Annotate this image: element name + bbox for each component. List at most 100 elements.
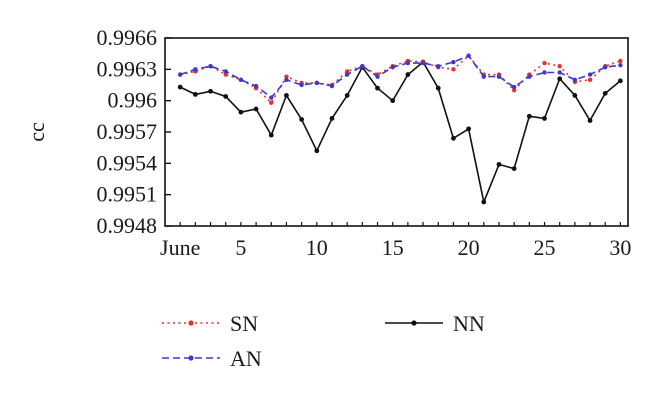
plot-frame <box>164 37 629 227</box>
data-point-nn <box>177 84 183 90</box>
data-point-sn <box>557 63 562 69</box>
data-point-nn <box>344 93 350 98</box>
data-point-nn <box>572 93 578 98</box>
data-point-sn <box>344 69 350 74</box>
legend-marker-an <box>188 355 194 361</box>
data-point-an <box>223 69 228 74</box>
y-tick-label: 0.9957 <box>97 119 158 144</box>
data-point-an <box>329 83 335 89</box>
legend-marker-nn <box>411 320 417 326</box>
data-point-nn <box>284 93 289 98</box>
y-tick-label: 0.9954 <box>97 150 158 175</box>
data-point-nn <box>481 199 487 205</box>
series-layer <box>177 53 623 205</box>
data-point-an <box>269 95 274 100</box>
data-point-an <box>405 60 411 66</box>
x-tick-label: June <box>160 235 200 260</box>
data-point-an <box>496 74 502 79</box>
data-point-nn <box>268 132 274 138</box>
data-point-an <box>527 74 532 79</box>
data-point-nn <box>587 118 593 123</box>
data-point-nn <box>299 117 305 122</box>
data-point-an <box>603 65 608 70</box>
x-tick-label: 25 <box>534 235 556 260</box>
legend-label-an: AN <box>230 346 262 371</box>
data-point-nn <box>405 72 411 77</box>
data-point-an <box>572 77 578 82</box>
series-line-an <box>179 54 621 99</box>
data-point-an <box>511 84 517 90</box>
y-axis-label: cc <box>24 122 49 142</box>
data-point-sn <box>269 100 274 105</box>
legend-label-nn: NN <box>453 311 485 336</box>
data-point-an <box>436 63 441 69</box>
data-point-sn <box>284 74 289 79</box>
data-point-an <box>587 72 593 77</box>
data-point-nn <box>451 135 456 141</box>
legend-label-sn: SN <box>230 311 258 336</box>
data-point-nn <box>435 85 441 91</box>
legend: SN AN NN <box>162 311 485 371</box>
series-line-nn <box>179 60 621 205</box>
data-point-nn <box>253 106 259 112</box>
data-point-nn <box>511 166 517 171</box>
data-point-sn <box>587 77 593 82</box>
data-point-an <box>360 63 365 69</box>
data-point-nn <box>238 109 244 115</box>
data-point-an <box>314 80 320 86</box>
series-sn <box>177 53 623 105</box>
data-point-an <box>420 60 426 66</box>
data-point-an <box>390 65 395 70</box>
data-point-an <box>299 82 304 88</box>
y-tick-label: 0.996 <box>108 88 158 113</box>
data-point-an <box>618 62 623 68</box>
data-point-nn <box>542 116 547 121</box>
data-point-sn <box>542 60 547 66</box>
data-point-nn <box>192 92 198 97</box>
data-point-an <box>253 83 259 89</box>
legend-item-nn: NN <box>385 311 485 336</box>
data-point-an <box>466 53 471 58</box>
data-point-an <box>208 63 213 69</box>
data-point-an <box>284 77 289 82</box>
data-point-an <box>451 59 456 65</box>
data-point-an <box>177 72 183 77</box>
x-axis-ticks: June 5 10 15 20 25 30 <box>160 222 631 260</box>
data-point-an <box>238 77 244 82</box>
y-tick-label: 0.9951 <box>97 182 158 207</box>
data-point-nn <box>526 113 532 119</box>
series-an <box>177 53 623 100</box>
data-point-nn <box>618 78 623 84</box>
legend-marker-sn <box>188 320 194 326</box>
y-tick-label: 0.9948 <box>97 213 158 238</box>
x-tick-label: 15 <box>382 235 404 260</box>
legend-item-an: AN <box>162 346 262 371</box>
data-point-an <box>557 70 562 75</box>
data-point-nn <box>496 161 502 167</box>
data-point-an <box>542 70 547 75</box>
y-tick-label: 0.9963 <box>97 56 158 81</box>
x-tick-label: 5 <box>235 235 246 260</box>
data-point-sn <box>511 88 517 93</box>
data-point-nn <box>375 85 380 91</box>
data-point-nn <box>557 76 563 82</box>
data-point-an <box>481 74 486 79</box>
data-point-nn <box>602 90 608 96</box>
data-point-nn <box>466 126 472 132</box>
series-line-sn <box>180 54 621 105</box>
x-tick-label: 20 <box>458 235 480 260</box>
x-tick-label: 10 <box>306 235 328 260</box>
data-point-an <box>344 72 350 77</box>
x-tick-label: 30 <box>609 235 631 260</box>
y-axis-ticks: 0.9948 0.9951 0.9954 0.9957 0.996 0.9963 0.996… <box>97 25 171 238</box>
data-point-nn <box>208 88 213 94</box>
data-point-nn <box>223 94 229 99</box>
y-tick-label: 0.9966 <box>97 25 158 50</box>
data-point-an <box>375 74 380 79</box>
data-point-sn <box>618 58 623 64</box>
series-nn <box>177 59 623 205</box>
data-point-sn <box>451 67 456 72</box>
data-point-nn <box>329 116 335 121</box>
data-point-nn <box>314 148 320 154</box>
